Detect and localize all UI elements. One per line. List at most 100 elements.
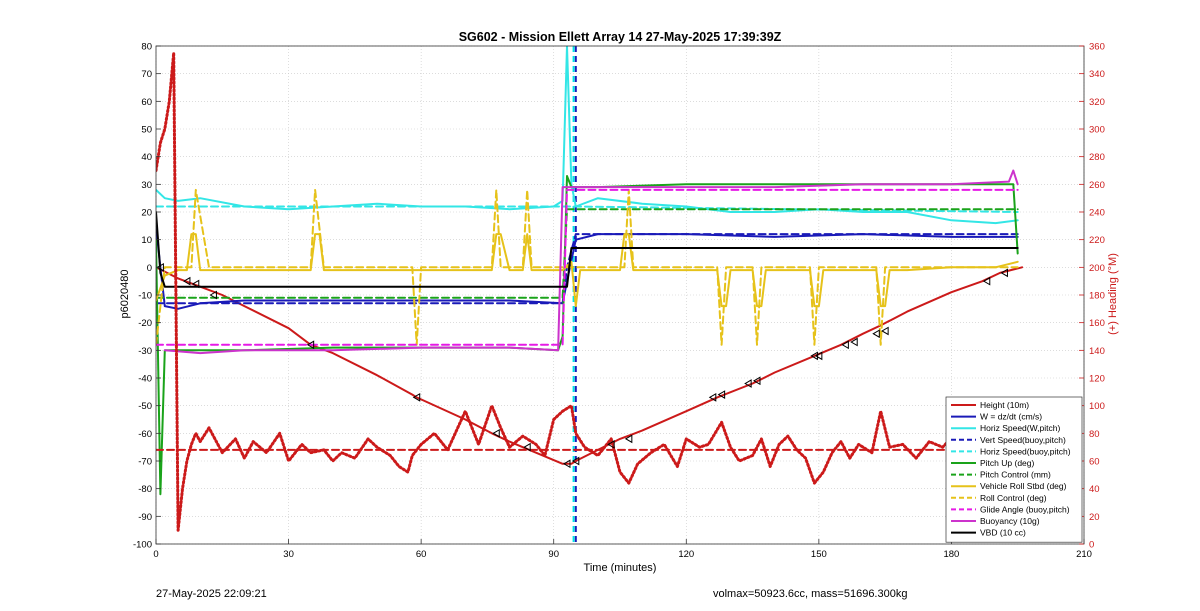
y2-tick-label: 240 [1089, 208, 1105, 219]
x-tick-label: 120 [678, 549, 694, 560]
y-tick-label: 10 [141, 235, 152, 246]
left-axis-ticks: 80 70 60 50 40 30 20 10 0 -10 -20 -30 -40 -50 -60 -70 -8… [133, 42, 161, 551]
series-line-7 [156, 233, 1019, 308]
y2-tick-label: 20 [1089, 512, 1100, 523]
legend-entry: Horiz Speed(buoy,pitch) [980, 446, 1071, 456]
dive-marker [182, 276, 191, 286]
dive-marker [191, 279, 200, 289]
dive-marker [412, 392, 421, 402]
dive-marker [872, 329, 880, 339]
y-tick-label: -50 [138, 401, 152, 412]
y-tick-label: -20 [138, 318, 152, 329]
y-tick-label: 30 [141, 180, 152, 191]
footer-date: 27-May-2025 22:09:21 [156, 588, 267, 600]
y2-tick-label: 300 [1089, 125, 1105, 136]
series-line-9 [156, 188, 1019, 346]
y-tick-label: -100 [133, 540, 152, 551]
series-line-10 [163, 169, 1019, 355]
y2-tick-label: 80 [1089, 429, 1100, 440]
legend-entry: Glide Angle (buoy,pitch) [980, 504, 1070, 514]
y-tick-label: -70 [138, 457, 152, 468]
chart-title: SG602 - Mission Ellett Array 14 27-May-2… [459, 30, 782, 44]
y2-tick-label: 180 [1089, 291, 1105, 302]
dive-marker [209, 290, 217, 300]
legend-entry: W = dz/dt (cm/s) [980, 412, 1042, 422]
y-tick-label: 60 [141, 97, 152, 108]
x-axis-label: Time (minutes) [584, 562, 657, 574]
dive-marker [306, 340, 315, 350]
dive-marker [571, 456, 580, 466]
legend-entry: Pitch Control (mm) [980, 470, 1051, 480]
dive-marker [752, 376, 761, 386]
series-line-12 [156, 51, 1020, 532]
dive-marker [982, 276, 991, 286]
legend-entry: Roll Control (deg) [980, 493, 1047, 503]
y-tick-label: -60 [138, 429, 152, 440]
dive-marker [523, 442, 531, 452]
dive-marker [881, 326, 889, 336]
x-tick-label: 0 [153, 549, 158, 560]
y-tick-label: -30 [138, 346, 152, 357]
y-axis-label: p6020480 [119, 270, 131, 319]
y-tick-label: 70 [141, 69, 152, 80]
y-tick-label: 40 [141, 152, 152, 163]
legend-box [945, 396, 1083, 543]
dive-marker [562, 459, 571, 469]
x-tick-label: 210 [1076, 549, 1092, 560]
y-tick-label: 50 [141, 125, 152, 136]
y2-tick-label: 100 [1089, 401, 1105, 412]
y2-tick-label: 40 [1089, 484, 1100, 495]
y-tick-label: 80 [141, 42, 152, 53]
dive-marker [744, 379, 752, 388]
y2-tick-label: 260 [1089, 180, 1105, 191]
y2-tick-label: 200 [1089, 263, 1105, 274]
legend-entry: Vert Speed(buoy,pitch) [980, 435, 1066, 445]
y2-tick-label: 140 [1089, 346, 1105, 357]
y2-tick-label: 160 [1089, 318, 1105, 329]
footer-mass-info: volmax=50923.6cc, mass=51696.300kg [713, 588, 908, 600]
right-axis-ticks: 3603403203002802602402202001801601401201… [1079, 42, 1105, 551]
y2-tick-label: 0 [1089, 540, 1094, 551]
x-axis-ticks: 0 30 60 90 120 150 180 210 [153, 539, 1092, 560]
y-tick-label: -10 [138, 291, 152, 302]
y-tick-label: 0 [147, 263, 152, 274]
dive-marker [717, 390, 726, 399]
dive-marker [850, 337, 858, 347]
y-tick-label: 20 [141, 208, 152, 219]
y2-axis-label: (+) Heading (°M) [1107, 253, 1119, 335]
dive-markers [156, 262, 1008, 469]
y2-tick-label: 320 [1089, 97, 1105, 108]
y2-tick-label: 340 [1089, 69, 1105, 80]
x-tick-label: 60 [416, 549, 427, 560]
y2-tick-label: 120 [1089, 374, 1105, 385]
y2-tick-label: 220 [1089, 235, 1105, 246]
x-tick-label: 90 [548, 549, 559, 560]
x-tick-label: 180 [943, 549, 959, 560]
legend-entry: Horiz Speed(W,pitch) [980, 423, 1060, 433]
dive-marker [841, 340, 849, 350]
dive-marker [810, 351, 818, 361]
dive-marker [624, 434, 633, 444]
y2-tick-label: 60 [1089, 457, 1100, 468]
y2-tick-label: 360 [1089, 42, 1105, 53]
y-tick-label: -40 [138, 374, 152, 385]
dive-marker [492, 428, 500, 438]
legend-entry: Height (10m) [980, 400, 1029, 410]
x-tick-label: 30 [283, 549, 294, 560]
series-line-11 [156, 211, 1019, 288]
dive-marker [156, 262, 164, 272]
legend-entry: Buoyancy (10g) [980, 516, 1040, 526]
legend-entry: VBD (10 cc) [980, 528, 1026, 538]
dive-marker [708, 392, 717, 402]
dive-marker [1000, 268, 1008, 278]
y-tick-label: -80 [138, 484, 152, 495]
dive-marker [607, 440, 615, 449]
dive-marker [814, 351, 823, 361]
legend-entry: Pitch Up (deg) [980, 458, 1034, 468]
legend-entry: Vehicle Roll Stbd (deg) [980, 481, 1067, 491]
y2-tick-label: 280 [1089, 152, 1105, 163]
series-line-0 [156, 266, 1024, 465]
legend: Height (10m)W = dz/dt (cm/s)Horiz Speed(… [945, 396, 1083, 543]
x-tick-label: 150 [811, 549, 827, 560]
